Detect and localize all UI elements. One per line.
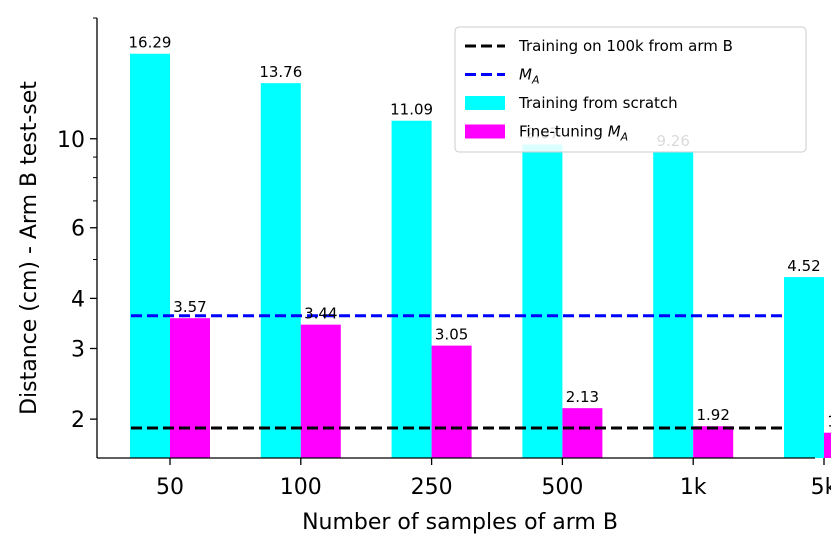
legend-label: Training from scratch [518, 94, 678, 112]
legend-label: Training on 100k from arm B [518, 37, 733, 55]
bar-scratch-250 [391, 120, 432, 458]
y-tick-label: 4 [71, 287, 85, 312]
data-label: 16.29 [129, 34, 172, 52]
legend-label: Fine-tuning MA [519, 123, 628, 144]
data-label: 4.52 [787, 257, 820, 275]
bar-finetune-250 [431, 345, 472, 458]
bar-finetune-1k [693, 426, 734, 458]
axes-layer: 2 3 4 6 10 50 100 250 500 1k 5k [57, 17, 831, 500]
data-label: 11.09 [390, 101, 433, 119]
y-axis-title: Distance (cm) - Arm B test-set [17, 81, 42, 415]
data-label: 3.57 [173, 298, 206, 316]
bar-scratch-5k [784, 277, 824, 458]
legend-patch-swatch [465, 124, 505, 139]
y-tick-label: 2 [71, 408, 85, 433]
x-tick-label: 5k [811, 475, 831, 500]
x-tick-label: 50 [156, 475, 184, 500]
data-label: 1.85 [827, 413, 831, 431]
reference-lines-layer [131, 314, 785, 430]
x-axis-title: Number of samples of arm B [302, 510, 618, 535]
y-tick-label: 10 [57, 128, 85, 153]
bar-finetune-50 [170, 318, 210, 458]
x-tick-label: 1k [680, 475, 707, 500]
y-tick-label: 3 [71, 337, 85, 362]
bar-scratch-500 [522, 144, 563, 458]
x-tick-label: 100 [280, 475, 322, 500]
bar-scratch-50 [130, 53, 170, 459]
data-label: 1.92 [696, 406, 729, 424]
legend: Training on 100k from arm B MA Training fr… [454, 26, 807, 153]
data-label: 3.44 [304, 305, 337, 323]
bar-finetune-500 [562, 408, 603, 458]
legend-patch-swatch [465, 96, 505, 110]
bar-scratch-1k [653, 152, 694, 459]
data-label: 3.05 [435, 326, 468, 344]
data-label: 13.76 [259, 63, 302, 81]
bar-finetune-100 [300, 324, 341, 458]
x-tick-label: 250 [411, 475, 453, 500]
x-tick-label: 500 [541, 475, 583, 500]
bars-layer [130, 53, 831, 459]
legend-box [454, 26, 807, 153]
bar-scratch-100 [260, 83, 301, 458]
data-label: 2.13 [566, 388, 599, 406]
bar-finetune-5k [824, 432, 831, 458]
y-tick-label: 6 [71, 217, 85, 242]
legend-label: MA [519, 66, 539, 87]
